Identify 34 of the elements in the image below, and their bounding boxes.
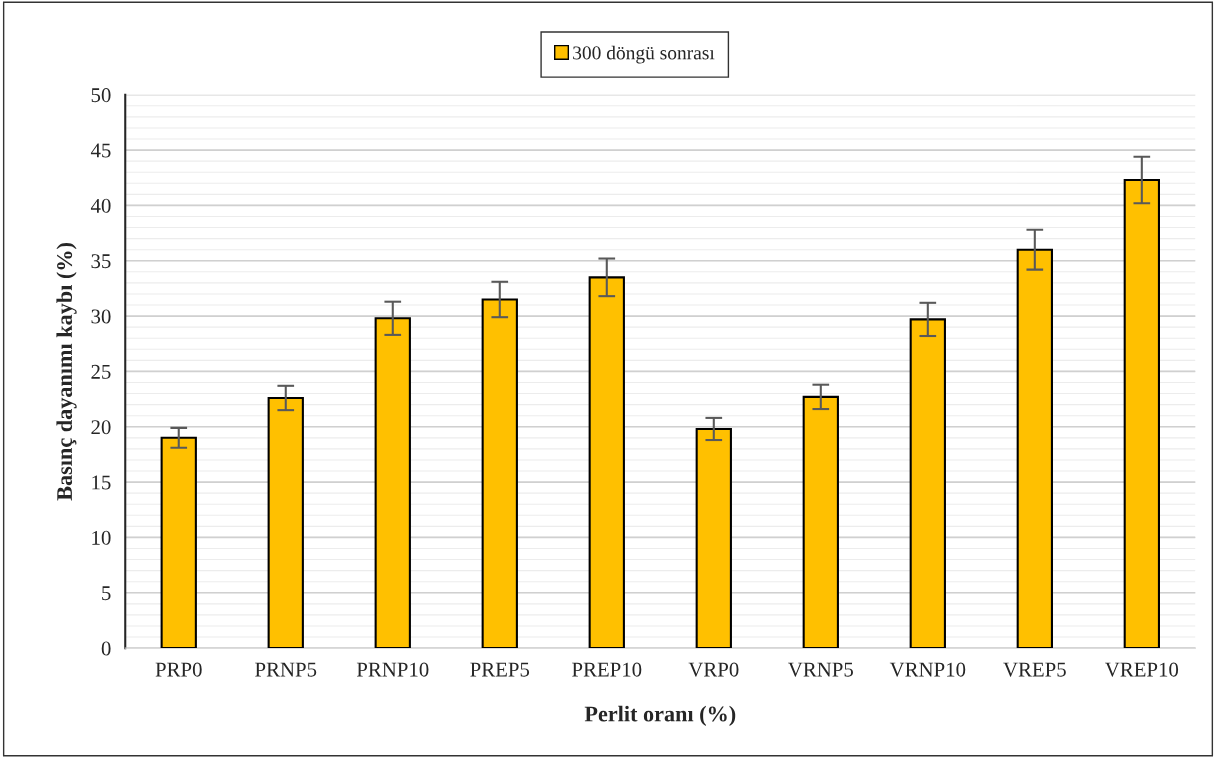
bar bbox=[160, 436, 197, 649]
y-tick-label: 5 bbox=[102, 586, 111, 601]
y-tick-label: 45 bbox=[90, 143, 111, 158]
bar bbox=[374, 317, 411, 649]
y-tick-label: 35 bbox=[91, 254, 111, 269]
x-tick-label: PREP5 bbox=[470, 662, 530, 677]
y-axis-title: Basınç dayanımı kaybı (%) bbox=[56, 243, 77, 501]
x-tick-label: PRNP5 bbox=[255, 662, 317, 677]
x-tick-label: VRNP5 bbox=[788, 662, 853, 677]
y-tick-label: 30 bbox=[91, 309, 111, 324]
y-tick-label: 25 bbox=[91, 364, 111, 379]
bar bbox=[588, 276, 625, 649]
y-tick-label: 20 bbox=[91, 420, 111, 435]
bar bbox=[802, 395, 839, 649]
bar bbox=[695, 427, 732, 649]
x-tick-label: VREP5 bbox=[1003, 662, 1066, 677]
x-tick-label: VRP0 bbox=[688, 662, 739, 677]
bar bbox=[1016, 248, 1053, 649]
x-tick-label: PREP10 bbox=[572, 662, 642, 677]
y-tick-label: 40 bbox=[90, 198, 111, 213]
y-tick-label: 50 bbox=[91, 88, 111, 103]
x-tick-label: PRNP10 bbox=[356, 662, 429, 677]
bar bbox=[267, 396, 304, 649]
y-tick-label: 0 bbox=[101, 641, 111, 656]
bar bbox=[481, 298, 518, 649]
x-tick-label: PRP0 bbox=[155, 662, 202, 677]
x-tick-label: VREP10 bbox=[1105, 662, 1179, 677]
bar bbox=[909, 318, 946, 649]
bar bbox=[1123, 178, 1160, 649]
legend-label: 300 döngü sonrası bbox=[573, 45, 715, 64]
x-axis-title: Perlit oranı (%) bbox=[584, 705, 736, 727]
y-tick-label: 15 bbox=[92, 475, 111, 490]
x-tick-label: VRNP10 bbox=[889, 662, 966, 677]
y-tick-label: 10 bbox=[92, 530, 111, 545]
